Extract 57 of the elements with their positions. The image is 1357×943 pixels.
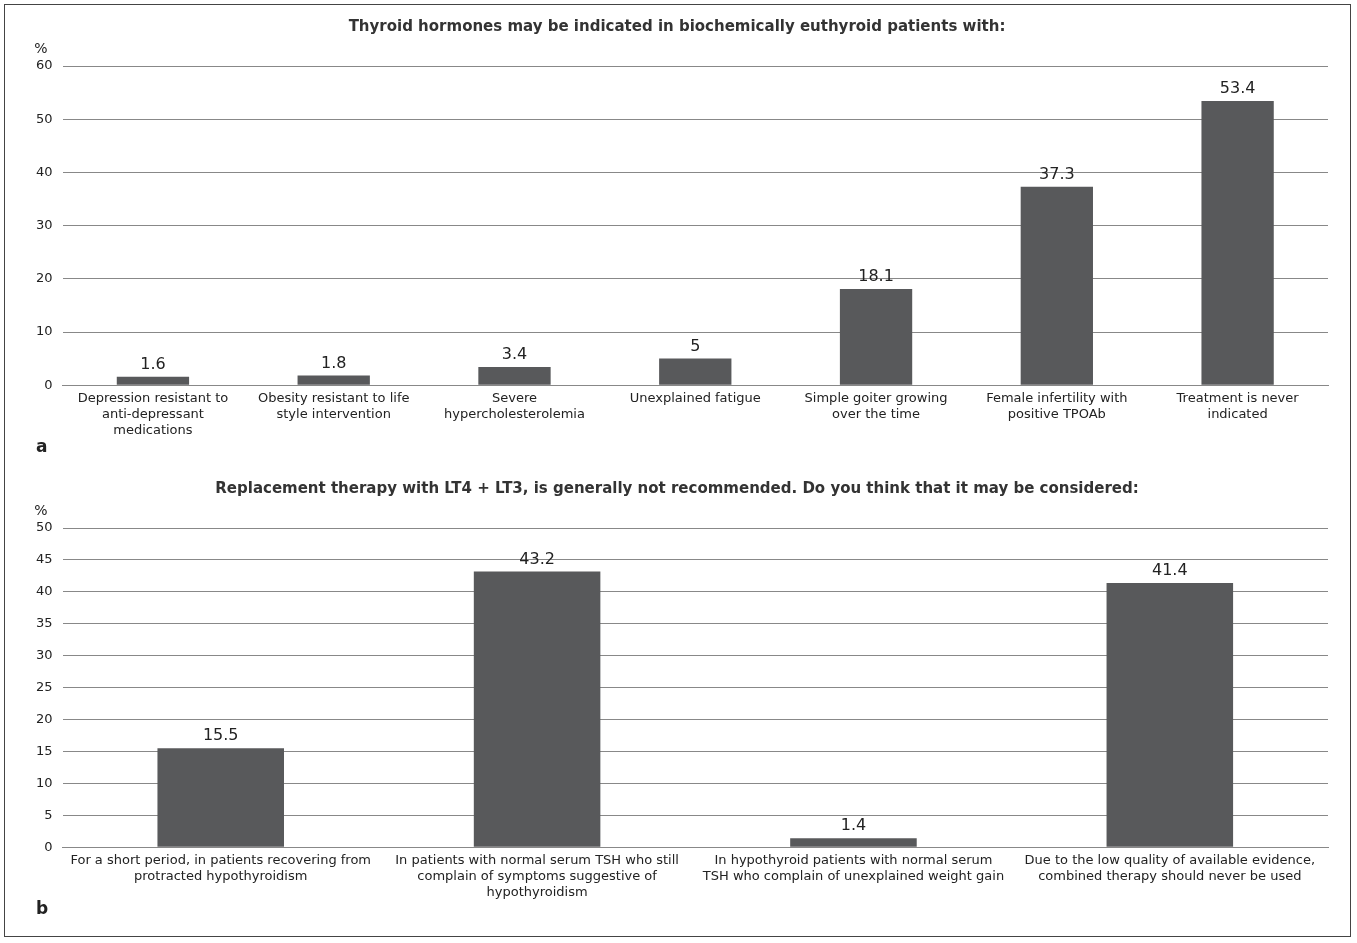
y-axis-title: % [34, 39, 48, 56]
x-tick-label: Unexplained fatigue [629, 390, 761, 406]
y-tick-label: 40 [36, 163, 53, 179]
data-label: 37.3 [1039, 163, 1075, 183]
y-tick-label: 0 [44, 376, 53, 392]
data-label: 43.2 [519, 548, 555, 568]
bar [1106, 582, 1234, 847]
bar [297, 375, 370, 385]
y-tick-label: 45 [36, 551, 53, 567]
y-tick-label: 30 [36, 216, 53, 232]
y-tick-label: 40 [36, 583, 53, 599]
y-tick-label: 50 [36, 519, 53, 535]
y-tick-label: 50 [36, 110, 53, 126]
y-tick-label: 10 [36, 774, 53, 790]
x-tick-label: Due to the low quality of available evidence, combined therapy should never be used [1024, 852, 1316, 883]
y-tick-label: 20 [36, 710, 53, 726]
data-label: 3.4 [501, 344, 528, 364]
data-label: 1.6 [140, 353, 166, 373]
x-tick-label: Severe hypercholesterolemia [444, 390, 585, 421]
chart-title: Replacement therapy with LT4 + LT3, is generally not recommended. Do you think that it may be considered: [215, 478, 1139, 497]
y-tick-label: 35 [36, 615, 53, 631]
y-tick-label: 15 [36, 742, 53, 758]
x-tick-label: In patients with normal serum TSH who still complain of symptoms suggestive of hypothyroidism [395, 852, 679, 899]
bar [473, 571, 601, 847]
chart-title: Thyroid hormones may be indicated in biochemically euthyroid patients with: [348, 16, 1006, 35]
bar [790, 838, 917, 847]
data-label: 1.4 [840, 815, 867, 835]
data-label: 1.8 [320, 352, 347, 372]
x-tick-label: In hypothyroid patients with normal serum TSH who complain of unexplained weight gain [701, 852, 1005, 883]
y-tick-label: 20 [36, 270, 53, 286]
bar [839, 288, 913, 385]
data-label: 15.5 [202, 725, 239, 745]
x-tick-label: For a short period, in patients recovering from protracted hypothyroidism [70, 852, 372, 883]
text: b [36, 897, 49, 918]
y-tick-label: 0 [44, 838, 53, 854]
data-label: 53.4 [1219, 78, 1256, 98]
x-tick-label: Female infertility with positive TPOAb [986, 390, 1128, 421]
bar [116, 376, 190, 385]
data-label: 41.4 [1152, 560, 1188, 580]
bar [1201, 101, 1274, 385]
bar [659, 358, 732, 385]
y-tick-label: 30 [36, 647, 53, 663]
y-axis-title: % [34, 501, 48, 518]
x-tick-label: Obesity resistant to life style intervention [257, 390, 410, 421]
text: a [36, 435, 48, 456]
bar [1020, 186, 1093, 385]
x-tick-label: Treatment is never indicated [1175, 390, 1300, 421]
x-tick-label: Depression resistant to anti-depressant medications [77, 390, 229, 437]
bar [157, 748, 284, 847]
bar [478, 367, 551, 385]
y-tick-label: 60 [36, 57, 53, 73]
y-tick-label: 25 [36, 678, 53, 694]
x-tick-label: Simple goiter growing over the time [804, 390, 948, 421]
data-label: 5 [690, 335, 701, 355]
data-label: 18.1 [858, 266, 894, 286]
y-tick-label: 10 [36, 323, 53, 339]
y-tick-label: 5 [44, 806, 53, 822]
